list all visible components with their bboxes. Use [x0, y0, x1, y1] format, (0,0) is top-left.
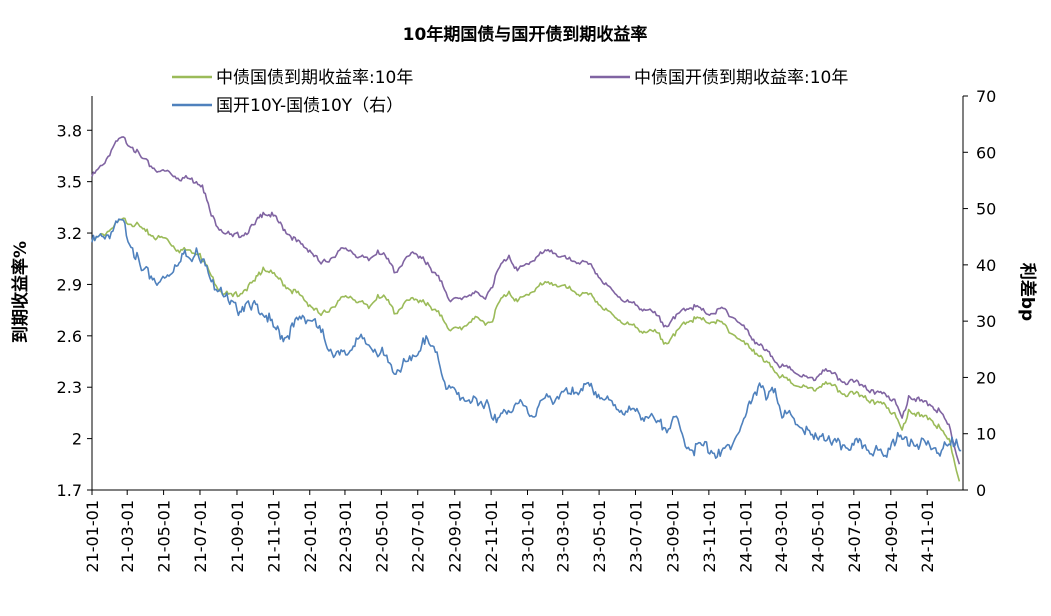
- x-ticks: 21-01-01 21-03-01 21-05-01 21-07-01 21-09-01…: [83, 490, 937, 573]
- left-tick-label-0: 1.7: [57, 481, 82, 500]
- left-tick-label-7: 3.8: [57, 121, 82, 140]
- right-tick-label-3: 30: [976, 312, 996, 331]
- x-tick-label-18: 24-01-01: [736, 500, 755, 573]
- left-tick-label-6: 3.5: [57, 173, 82, 192]
- legend-label-cdb: 中债国开债到期收益率:10年: [634, 68, 848, 88]
- series-line-cgb: [91, 217, 961, 482]
- x-tick-label-7: 22-03-01: [336, 500, 355, 573]
- right-tick-label-5: 50: [976, 200, 996, 219]
- x-tick-label-16: 23-09-01: [663, 500, 682, 573]
- x-tick-label-2: 21-05-01: [155, 500, 174, 573]
- x-tick-label-15: 23-07-01: [626, 500, 645, 573]
- x-tick-label-19: 24-03-01: [772, 500, 791, 573]
- x-tick-label-20: 24-05-01: [808, 500, 827, 573]
- x-tick-label-11: 22-11-01: [482, 500, 501, 573]
- y-axis-left-label: 到期收益率%: [10, 241, 31, 343]
- x-tick-label-0: 21-01-01: [83, 500, 102, 573]
- y-axis-right-label: 利差bp: [1017, 263, 1038, 321]
- x-tick-label-6: 22-01-01: [301, 500, 320, 573]
- x-tick-label-17: 23-11-01: [700, 500, 719, 573]
- left-tick-label-2: 2.3: [57, 378, 82, 397]
- legend-label-spread: 国开10Y-国债10Y（右）: [216, 96, 403, 116]
- x-tick-label-10: 22-09-01: [446, 500, 465, 573]
- left-tick-label-3: 2.6: [57, 327, 82, 346]
- x-tick-label-12: 23-01-01: [519, 500, 538, 573]
- legend-label-cgb: 中债国债到期收益率:10年: [216, 68, 413, 88]
- x-tick-label-22: 24-09-01: [882, 500, 901, 573]
- right-tick-label-4: 40: [976, 256, 996, 275]
- x-tick-label-9: 22-07-01: [409, 500, 428, 573]
- right-tick-label-6: 60: [976, 143, 996, 162]
- series-line-spread: [91, 218, 962, 459]
- chart-title: 10年期国债与国开债到期收益率: [403, 24, 648, 45]
- left-tick-label-4: 2.9: [57, 275, 82, 294]
- left-tick-label-1: 2: [72, 430, 82, 449]
- x-tick-label-1: 21-03-01: [118, 500, 137, 573]
- right-tick-label-0: 0: [976, 481, 986, 500]
- right-tick-label-1: 10: [976, 425, 996, 444]
- x-tick-label-4: 21-09-01: [228, 500, 247, 573]
- x-tick-label-3: 21-07-01: [191, 500, 210, 573]
- series-line-cdb: [91, 136, 961, 465]
- x-tick-label-8: 22-05-01: [372, 500, 391, 573]
- left-y-ticks: 1.7 2 2.3 2.6 2.9 3.2 3.5 3.8: [57, 121, 92, 500]
- x-tick-label-23: 24-11-01: [918, 500, 937, 573]
- x-tick-label-21: 24-07-01: [845, 500, 864, 573]
- right-tick-label-2: 20: [976, 368, 996, 387]
- x-tick-label-5: 21-11-01: [264, 500, 283, 573]
- right-tick-label-7: 70: [976, 87, 996, 106]
- left-tick-label-5: 3.2: [57, 224, 82, 243]
- right-y-ticks: 0 10 20 30 40 50 60 70: [963, 87, 996, 500]
- legend: 中债国债到期收益率:10年 中债国开债到期收益率:10年 国开10Y-国债10Y…: [172, 68, 848, 116]
- x-tick-label-14: 23-05-01: [590, 500, 609, 573]
- x-tick-label-13: 23-03-01: [554, 500, 573, 573]
- series-layer: [91, 136, 962, 482]
